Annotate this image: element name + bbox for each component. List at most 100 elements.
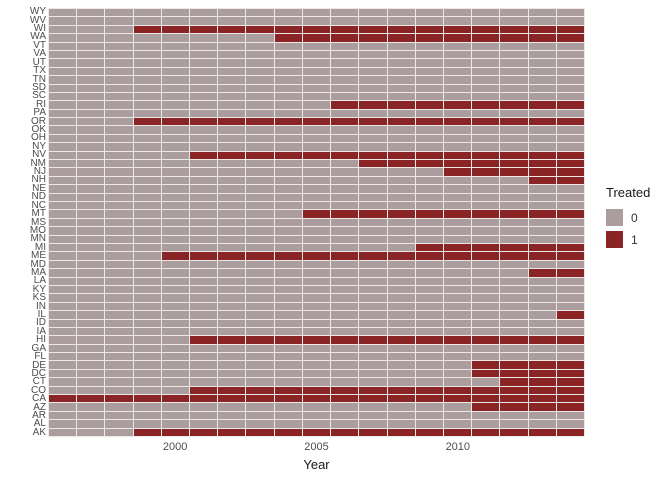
heatmap-cell bbox=[415, 218, 443, 227]
heatmap-cell bbox=[302, 294, 331, 302]
heatmap-cell bbox=[500, 428, 528, 436]
heatmap-cell bbox=[302, 76, 331, 84]
heatmap-cell bbox=[133, 143, 161, 151]
heatmap-cell bbox=[443, 411, 472, 420]
heatmap-cell bbox=[443, 252, 472, 260]
heatmap-cell bbox=[105, 411, 133, 420]
heatmap-cell bbox=[500, 126, 528, 134]
legend-label: 1 bbox=[631, 232, 638, 247]
heatmap-cell bbox=[302, 25, 331, 34]
heatmap-cell bbox=[49, 378, 77, 386]
heatmap-cell bbox=[302, 361, 331, 369]
heatmap-cell bbox=[49, 160, 77, 168]
heatmap-cell bbox=[500, 285, 528, 294]
heatmap-cell bbox=[49, 34, 77, 42]
heatmap-cell bbox=[500, 25, 528, 34]
heatmap-cell bbox=[387, 369, 415, 378]
heatmap-cell bbox=[415, 84, 443, 92]
heatmap-cell bbox=[472, 76, 500, 84]
heatmap-cell bbox=[133, 202, 161, 210]
heatmap-cell bbox=[105, 25, 133, 34]
heatmap-cell bbox=[77, 126, 105, 134]
heatmap-cell bbox=[161, 252, 190, 260]
heatmap-cell bbox=[359, 277, 387, 285]
heatmap-cell bbox=[387, 210, 415, 218]
heatmap-cell bbox=[218, 369, 246, 378]
y-tick-label: OH bbox=[31, 132, 46, 144]
heatmap-cell bbox=[302, 176, 331, 185]
heatmap-cell bbox=[190, 143, 218, 151]
heatmap-cell bbox=[359, 151, 387, 160]
y-tick-label: NC bbox=[31, 199, 46, 211]
heatmap-cell bbox=[161, 353, 190, 361]
heatmap-cell bbox=[415, 193, 443, 202]
heatmap-cell bbox=[49, 269, 77, 277]
heatmap-cell bbox=[443, 17, 472, 25]
heatmap-cell bbox=[500, 235, 528, 243]
heatmap-cell bbox=[77, 202, 105, 210]
heatmap-cell bbox=[443, 378, 472, 386]
heatmap-cell bbox=[274, 9, 302, 17]
heatmap-cell bbox=[77, 176, 105, 185]
heatmap-cell bbox=[302, 210, 331, 218]
heatmap-cell bbox=[302, 403, 331, 411]
heatmap-cell bbox=[246, 76, 274, 84]
heatmap-cell bbox=[443, 202, 472, 210]
heatmap-cell bbox=[387, 101, 415, 109]
heatmap-cell bbox=[331, 369, 359, 378]
y-tick-label: NJ bbox=[33, 166, 46, 178]
heatmap-cell bbox=[246, 143, 274, 151]
heatmap-cell bbox=[274, 42, 302, 50]
heatmap-cell bbox=[246, 319, 274, 327]
heatmap-cell bbox=[472, 428, 500, 436]
heatmap-cell bbox=[415, 378, 443, 386]
heatmap-cell bbox=[528, 59, 556, 67]
heatmap-cell bbox=[443, 336, 472, 344]
heatmap-cell bbox=[77, 386, 105, 395]
heatmap-cell bbox=[246, 84, 274, 92]
heatmap-cell bbox=[246, 260, 274, 269]
heatmap-cell bbox=[556, 369, 584, 378]
heatmap-cell bbox=[556, 386, 584, 395]
heatmap-cell bbox=[500, 336, 528, 344]
heatmap-cell bbox=[472, 42, 500, 50]
heatmap-cell bbox=[556, 319, 584, 327]
heatmap-cell bbox=[302, 319, 331, 327]
heatmap-cell bbox=[472, 344, 500, 353]
heatmap-cell bbox=[443, 59, 472, 67]
heatmap-cell bbox=[274, 327, 302, 336]
heatmap-cell bbox=[161, 227, 190, 235]
heatmap-cell bbox=[331, 428, 359, 436]
heatmap-cell bbox=[218, 252, 246, 260]
heatmap-cell bbox=[331, 285, 359, 294]
heatmap-cell bbox=[331, 67, 359, 76]
y-tick-label: WY bbox=[29, 6, 46, 18]
heatmap-cell bbox=[246, 218, 274, 227]
heatmap-cell bbox=[190, 210, 218, 218]
heatmap-cell bbox=[331, 269, 359, 277]
heatmap-cell bbox=[472, 34, 500, 42]
heatmap-cell bbox=[472, 25, 500, 34]
heatmap-cell bbox=[133, 50, 161, 59]
y-tick-label: CA bbox=[32, 393, 46, 405]
heatmap-cell bbox=[105, 319, 133, 327]
y-tick-label: MO bbox=[29, 224, 46, 236]
heatmap-cell bbox=[359, 420, 387, 428]
heatmap-cell bbox=[302, 202, 331, 210]
heatmap-cell bbox=[302, 260, 331, 269]
y-tick-label: NY bbox=[32, 140, 46, 152]
heatmap-cell bbox=[415, 134, 443, 143]
heatmap-cell bbox=[331, 59, 359, 67]
heatmap-cell bbox=[218, 294, 246, 302]
heatmap-cell bbox=[218, 420, 246, 428]
heatmap-cell bbox=[387, 361, 415, 369]
heatmap-cell bbox=[49, 76, 77, 84]
heatmap-cell bbox=[302, 327, 331, 336]
heatmap-cell bbox=[528, 101, 556, 109]
heatmap-cell bbox=[77, 101, 105, 109]
heatmap-cell bbox=[218, 176, 246, 185]
heatmap-cell bbox=[387, 395, 415, 403]
heatmap-cell bbox=[133, 126, 161, 134]
heatmap-cell bbox=[331, 252, 359, 260]
heatmap-cell bbox=[190, 336, 218, 344]
